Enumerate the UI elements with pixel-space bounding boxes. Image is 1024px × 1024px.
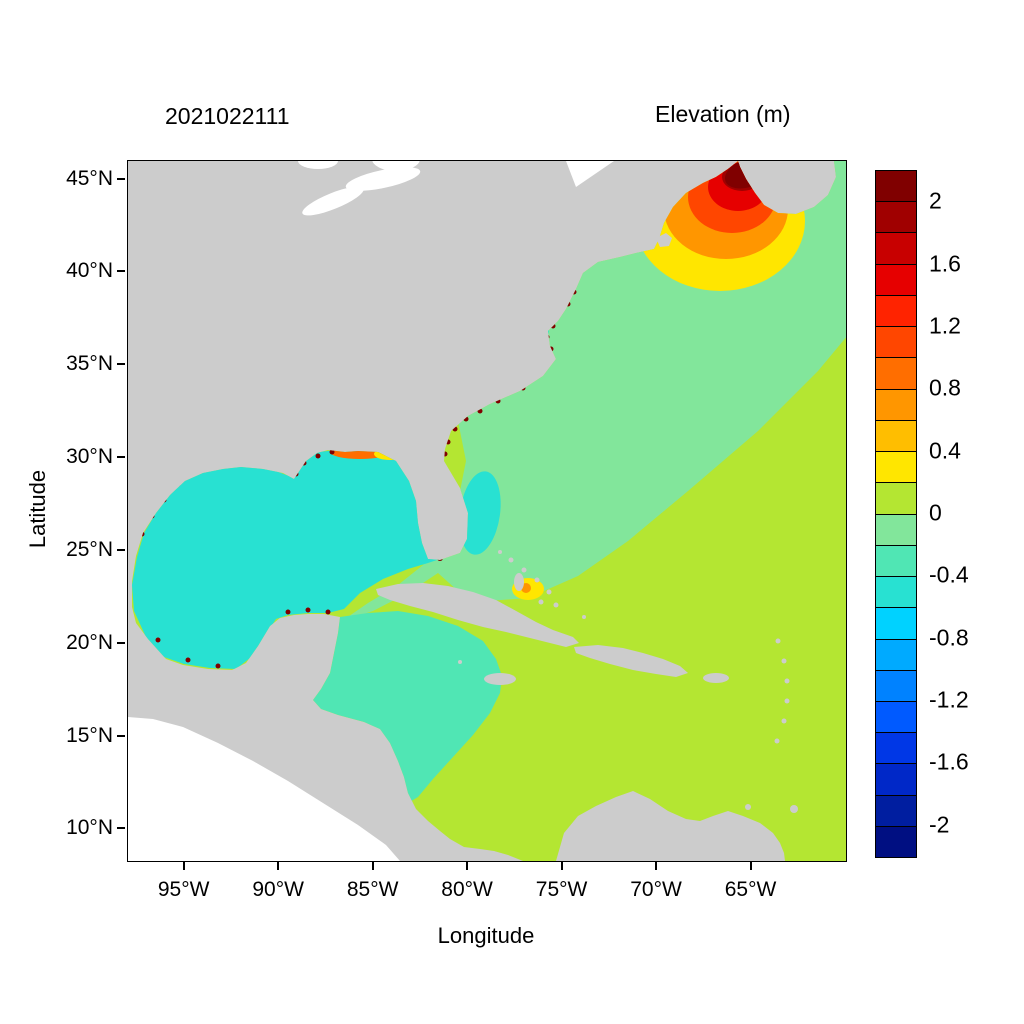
colorbar-cell [876,638,916,670]
y-tick-label: 45°N [66,166,113,190]
colorbar-tick-label: -1.6 [929,748,969,775]
y-tick-mark [117,363,125,366]
y-tick-label: 25°N [66,537,113,561]
x-tick-mark [277,862,280,870]
lesser-antilles [774,638,790,744]
colorbar-tick-label: -0.8 [929,624,969,651]
y-tick-label: 20°N [66,630,113,654]
western-caribbean-region [313,611,502,803]
colorbar-cell [876,700,916,733]
y-tick-mark [117,177,125,180]
colorbar-cell [876,451,916,483]
colorbar-tick-label: 2 [929,187,942,214]
colorbar-cell [876,326,916,358]
y-tick-label: 40°N [66,259,113,283]
colorbar-tick-label: -2 [929,811,950,838]
datestamp-title: 2021022111 [165,103,290,129]
colorbar-cell [876,419,916,452]
colorbar-tick-label: 0 [929,499,942,526]
colorbar-title: Elevation (m) [655,101,791,127]
bahamas-islands [458,550,586,664]
colorbar-cell [876,171,916,202]
x-tick-mark [466,862,469,870]
y-tick-label: 30°N [66,445,113,469]
lake-michigan [298,161,338,169]
jamaica [484,673,516,685]
y-tick-label: 15°N [66,723,113,747]
y-tick-mark [117,641,125,644]
x-tick-mark [371,862,374,870]
y-tick-mark [117,456,125,459]
x-tick-mark [560,862,563,870]
hispaniola [574,645,688,677]
colorbar-tick-label: 0.8 [929,374,961,401]
x-tick-label: 80°W [441,878,493,901]
colorbar-cell [876,482,916,514]
x-tick-label: 75°W [535,878,588,901]
colorbar-cell [876,763,916,795]
south-america [556,791,785,861]
puerto-rico [703,673,729,683]
y-tick-mark [117,734,125,737]
colorbar-tick-label: -1.2 [929,686,969,713]
map-canvas [128,161,846,861]
colorbar-cell [876,732,916,764]
colorbar-cell [876,669,916,701]
colorbar-cell [876,294,916,327]
lake-ontario [345,167,421,191]
colorbar-tick-label: 1.2 [929,312,961,339]
colorbar-tick-label: 1.6 [929,250,961,277]
colorbar-cell [876,576,916,608]
gulf-of-mexico-region [132,450,440,669]
colorbar [875,170,917,858]
colorbar-cell [876,357,916,389]
x-tick-label: 90°W [252,878,304,901]
y-tick-label: 10°N [66,816,113,840]
map-plot-area [127,160,847,862]
colorbar-tick-label: -0.4 [929,561,969,588]
x-tick-label: 65°W [724,878,777,901]
colorbar-cell [876,513,916,545]
colorbar-cell [876,794,916,826]
colorbar-cell [876,388,916,420]
cape-cod [656,233,672,247]
florida-east-coast-patch [459,471,501,555]
colorbar-cell [876,263,916,295]
colorbar-tick-label: 0.4 [929,437,961,464]
colorbar-cell [876,232,916,264]
colorbar-cell [876,825,916,858]
x-tick-mark [655,862,658,870]
lake-erie [302,186,364,216]
y-tick-mark [117,548,125,551]
x-tick-label: 95°W [157,878,210,901]
colorbar-cell [876,201,916,233]
long-island [583,245,631,262]
x-tick-label: 85°W [346,878,399,901]
st-lawrence-river [566,161,614,187]
colorbar-cell [876,607,916,639]
x-axis-label: Longitude [437,923,535,948]
y-tick-mark [117,827,125,830]
margarita [745,804,751,810]
x-tick-label: 70°W [630,878,682,901]
colorbar-cell [876,544,916,577]
y-tick-label: 35°N [66,352,113,376]
y-tick-mark [117,270,125,273]
lake-huron [372,161,420,171]
x-tick-mark [182,862,185,870]
x-tick-mark [749,862,752,870]
cuba [376,583,579,647]
trinidad [790,805,798,813]
y-axis-label: Latitude [25,469,50,549]
pacific-outside-domain [128,717,400,861]
